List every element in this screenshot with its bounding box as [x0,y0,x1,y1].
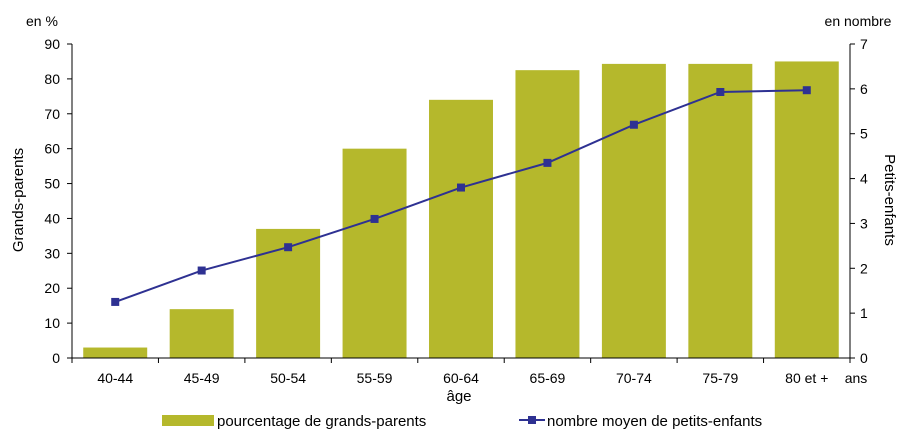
line-point [629,120,638,129]
left-tick-label: 50 [44,176,60,192]
x-tick-label: 55-59 [357,370,393,386]
left-axis-title: Grands-parents [10,148,27,252]
right-tick-label: 4 [860,171,868,187]
right-tick-label: 5 [860,126,868,142]
x-tick-label: 75-79 [702,370,738,386]
bar [429,99,493,359]
bar [688,63,753,359]
left-tick-label: 0 [52,350,60,366]
bar [342,148,407,358]
line-series-group [111,86,811,306]
left-tick-label: 40 [44,210,60,226]
ticks-group: 0 10 20 30 40 50 60 70 80 90 0 1 2 3 4 5 6 7 40-44 45-49 50-… [44,36,868,386]
bar [169,309,234,358]
x-axis-unit: ans [845,370,868,386]
left-tick-label: 70 [44,106,60,122]
left-tick-label: 30 [44,245,60,261]
x-tick-label: 80 et + [785,370,828,386]
left-tick-label: 60 [44,141,60,157]
line-point [543,158,552,167]
right-tick-label: 0 [860,350,868,366]
right-axis-unit: en nombre [825,13,892,29]
line-point [802,86,811,95]
line-point [111,297,120,306]
bar [515,70,580,359]
left-tick-label: 80 [44,71,60,87]
legend-line-label: nombre moyen de petits-enfants [547,413,762,430]
left-axis-unit: en % [26,13,58,29]
line-point [457,183,465,192]
right-tick-label: 7 [860,36,868,52]
right-axis-title: Petits-enfants [881,154,898,246]
right-tick-label: 1 [860,305,868,321]
line-point [716,87,725,96]
legend-bar-label: pourcentage de grands-parents [217,413,426,430]
bar [601,63,666,359]
line-point [284,243,293,252]
right-tick-label: 3 [860,215,868,231]
x-tick-label: 70-74 [616,370,652,386]
x-tick-label: 50-54 [270,370,306,386]
legend-bar-swatch [162,415,214,426]
line-point [370,214,379,223]
right-tick-label: 2 [860,260,868,276]
x-axis-title: âge [446,388,471,405]
x-tick-label: 45-49 [184,370,220,386]
x-tick-label: 40-44 [97,370,133,386]
bar [83,347,148,358]
bars-group [83,61,839,359]
x-tick-label: 60-64 [443,370,479,386]
legend-line-marker [528,416,536,424]
axes-group [71,44,851,359]
left-tick-label: 90 [44,36,60,52]
right-tick-label: 6 [860,81,868,97]
line-point [197,266,206,275]
bar [774,61,839,358]
x-tick-label: 65-69 [530,370,566,386]
left-tick-label: 10 [44,315,60,331]
legend: pourcentage de grands-parents nombre moy… [162,413,762,430]
left-tick-label: 20 [44,280,60,296]
